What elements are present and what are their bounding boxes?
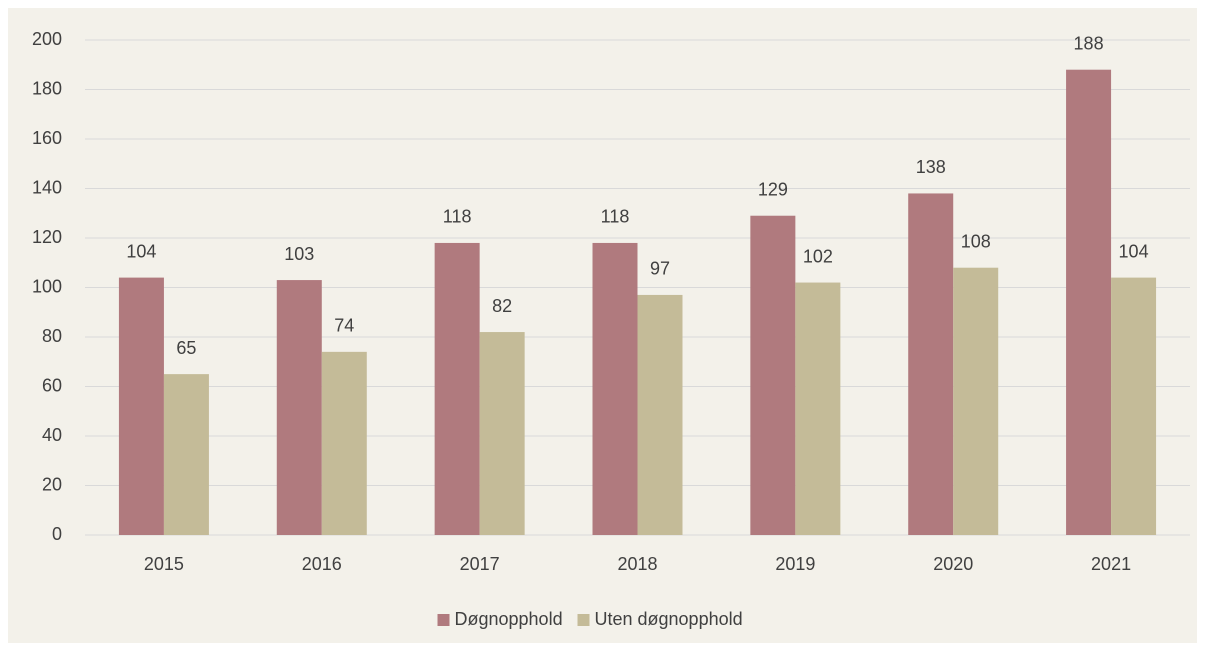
y-tick-label: 140 xyxy=(32,177,62,197)
bar xyxy=(434,242,480,535)
bar xyxy=(795,282,841,535)
bar xyxy=(1111,277,1157,535)
x-tick-label: 2018 xyxy=(617,554,657,574)
data-label: 118 xyxy=(443,207,472,227)
data-label: 103 xyxy=(284,244,314,264)
data-label: 102 xyxy=(803,246,833,266)
bar xyxy=(908,193,954,535)
bar xyxy=(637,294,683,535)
data-label: 138 xyxy=(916,157,946,177)
legend-label: Døgnopphold xyxy=(455,609,563,629)
y-tick-label: 160 xyxy=(32,128,62,148)
y-tick-label: 80 xyxy=(42,326,62,346)
bar xyxy=(276,280,322,535)
legend-label: Uten døgnopphold xyxy=(595,609,743,629)
y-tick-label: 40 xyxy=(42,425,62,445)
y-tick-label: 200 xyxy=(32,29,62,49)
legend-swatch xyxy=(437,614,450,626)
x-tick-label: 2016 xyxy=(302,554,342,574)
bar xyxy=(1066,69,1112,535)
y-tick-label: 100 xyxy=(32,276,62,296)
x-tick-label: 2019 xyxy=(775,554,815,574)
x-tick-label: 2015 xyxy=(144,554,184,574)
x-tick-label: 2021 xyxy=(1091,554,1131,574)
data-label: 104 xyxy=(126,241,156,261)
bar xyxy=(118,277,164,535)
x-tick-label: 2017 xyxy=(460,554,500,574)
x-tick-label: 2020 xyxy=(933,554,973,574)
data-label: 104 xyxy=(1119,241,1149,261)
y-tick-label: 60 xyxy=(42,375,62,395)
bar xyxy=(953,267,999,535)
data-label: 82 xyxy=(492,296,512,316)
y-tick-label: 20 xyxy=(42,474,62,494)
data-label: 188 xyxy=(1074,33,1104,53)
data-label: 97 xyxy=(650,259,670,279)
y-tick-label: 0 xyxy=(52,524,62,544)
bar xyxy=(592,242,638,535)
bar xyxy=(750,215,796,535)
y-tick-label: 180 xyxy=(32,78,62,98)
data-label: 65 xyxy=(176,338,196,358)
data-label: 108 xyxy=(961,231,991,251)
bar xyxy=(163,374,209,535)
data-label: 74 xyxy=(334,316,354,336)
data-label: 118 xyxy=(601,207,630,227)
legend-swatch xyxy=(577,614,590,626)
bar xyxy=(479,332,525,535)
y-tick-label: 120 xyxy=(32,227,62,247)
bar xyxy=(321,351,367,535)
data-label: 129 xyxy=(758,179,788,199)
